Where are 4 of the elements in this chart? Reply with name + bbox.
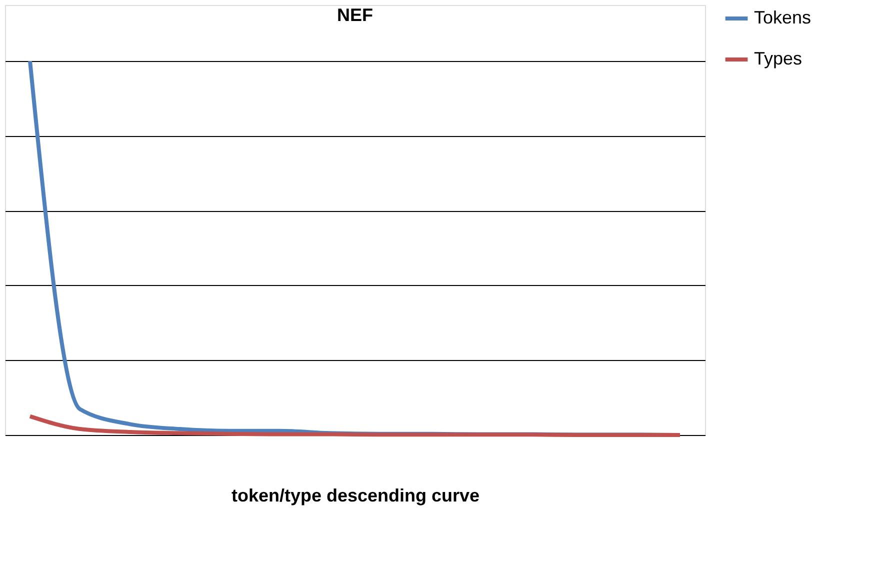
legend-label: Tokens [754, 8, 812, 28]
x-axis-title: token/type descending curve [231, 486, 480, 506]
chart-title: NEF [337, 5, 374, 25]
legend-label: Types [754, 48, 802, 68]
